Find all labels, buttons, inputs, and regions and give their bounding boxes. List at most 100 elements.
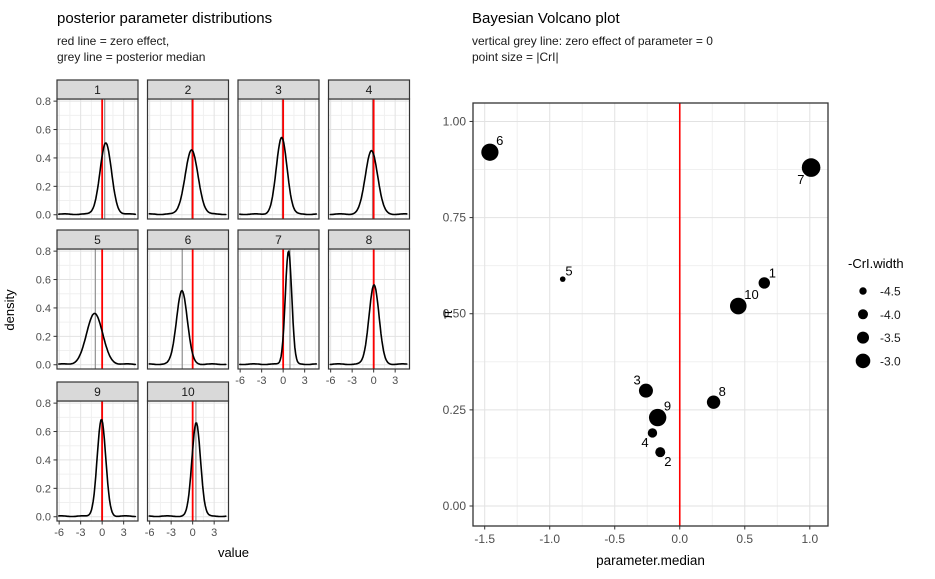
y-tick-label: 0.8 [36,398,51,410]
x-tick-label: -3 [166,527,176,539]
point-label: 6 [496,133,503,148]
legend-point [857,331,869,344]
point-label: 9 [664,398,671,413]
x-tick-label: 0.5 [736,532,753,546]
x-tick-label: 0 [371,375,377,387]
facet-strip [56,229,139,250]
density-curve [148,422,227,518]
point-label: 3 [634,372,641,387]
legend-title: -CrI.width [848,256,904,271]
facet-strip [146,381,230,402]
x-tick-label: 3 [121,527,127,539]
point-label: 8 [719,384,726,399]
y-tick-label: 0.75 [443,211,467,225]
y-tick-label: 0.50 [443,307,467,321]
legend-point [855,353,871,369]
y-tick-label: 0.0 [36,210,51,222]
density-curve [58,418,137,518]
x-tick-label: -6 [145,527,155,539]
right-plot-title: Bayesian Volcano plot [472,10,620,27]
density-curve [58,142,137,216]
facet-strip [327,229,411,250]
facet-panel-bg [147,249,229,369]
right-y-axis-title: π [440,310,455,319]
legend-label: -3.0 [880,354,901,368]
point-label: 4 [641,435,648,450]
legend-label: -3.5 [880,331,901,345]
x-tick-label: -3 [257,375,267,387]
facet-strip [237,229,320,250]
facet-panel-bg [238,249,319,369]
density-curve [239,136,318,216]
facet-panel-bg [57,249,138,369]
left-plot-subtitle: red line = zero effect, grey line = post… [57,34,206,64]
point-label: 5 [565,263,572,278]
facet-panel-bg [238,99,319,219]
x-tick-label: 0 [99,527,105,539]
legend-point [858,309,868,320]
legend-point [859,287,867,295]
right-x-axis-title: parameter.median [596,553,705,568]
facet-strip-label: 1 [94,83,101,97]
point-label: 1 [769,266,776,281]
y-tick-label: 0.8 [36,246,51,258]
facet-strip-label: 5 [94,233,101,247]
facet-strip [327,79,411,100]
density-curve [329,284,408,366]
x-tick-label: -3 [347,375,357,387]
scatter-point [559,276,566,282]
facet-panel-bg [57,99,138,219]
x-tick-label: -1.0 [539,532,560,546]
x-tick-label: -6 [235,375,245,387]
y-tick-label: 0.2 [36,331,51,343]
x-tick-label: -6 [326,375,336,387]
density-curve [148,149,227,216]
scatter-panel-bg [473,103,828,526]
y-tick-label: 0.6 [36,427,51,439]
facet-strip-label: 10 [181,385,195,399]
y-tick-label: 1.00 [443,114,467,128]
facet-strip [56,79,139,100]
facet-strip-label: 4 [366,83,373,97]
y-tick-label: 0.0 [36,360,51,372]
scatter-point [729,297,747,315]
facet-strip [237,79,320,100]
density-curve [239,250,318,366]
legend-label: -4.5 [880,285,901,299]
x-tick-label: 3 [392,375,398,387]
left-x-axis-title: value [218,545,249,560]
y-tick-label: 0.0 [36,512,51,524]
facet-strip-label: 3 [275,83,282,97]
scatter-point [758,277,770,289]
scatter-point [648,408,667,427]
y-tick-label: 0.25 [443,403,467,417]
density-curve [329,149,408,216]
point-label: 2 [664,454,671,469]
y-tick-label: 0.8 [36,96,51,108]
y-tick-label: 0.4 [36,153,51,165]
x-tick-label: -0.5 [604,532,625,546]
x-tick-label: 3 [211,527,217,539]
x-tick-label: -3 [76,527,86,539]
scatter-point [481,143,499,161]
scatter-point [655,447,666,458]
facet-strip-label: 6 [185,233,192,247]
facet-strip [146,79,230,100]
y-tick-label: 0.4 [36,303,51,315]
facet-strip [56,381,139,402]
scatter-point [647,428,658,438]
y-tick-label: 0.00 [443,499,467,513]
facet-strip-label: 8 [366,233,373,247]
density-curve [58,312,137,366]
x-tick-label: 0.0 [671,532,688,546]
x-tick-label: -6 [54,527,64,539]
x-tick-label: 0 [280,375,286,387]
y-tick-label: 0.6 [36,275,51,287]
x-tick-label: 3 [302,375,308,387]
point-label: 7 [797,172,804,187]
y-tick-label: 0.2 [36,181,51,193]
density-curve [148,289,227,366]
scatter-point [706,395,721,409]
